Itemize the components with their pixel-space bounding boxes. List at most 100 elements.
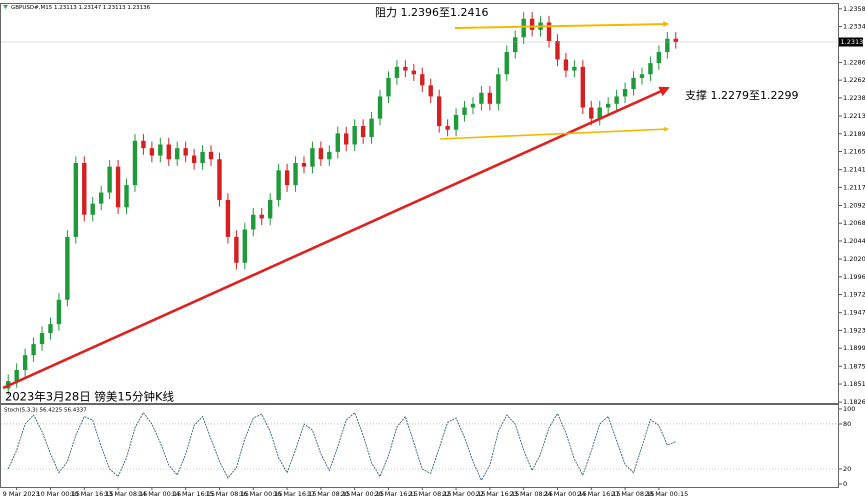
y-tick-label: 1.21170 [843,183,865,191]
y-tick-label: 0 [843,480,847,488]
candle-body [572,66,577,71]
y-tick-label: 1.23585 [843,5,865,13]
candle-body [73,162,79,237]
y-tick-label: 1.21895 [843,130,865,138]
candle-body [39,333,45,345]
candle-body [436,96,442,126]
candle-body [665,38,670,53]
symbol-icon [3,5,8,9]
y-tick-label: 1.20200 [843,255,865,263]
candle-body [656,52,662,64]
candle-body [48,324,53,334]
x-tick-label: 13 Mar 08:15 [104,490,147,498]
candle-body [242,229,248,263]
y-tick-label: 1.22860 [843,58,865,66]
stoch-header: Stoch(5,3,3) 56.4225 56.4337 [4,408,87,414]
chart-header: GBPUSD#,M15 1.23113 1.23147 1.23113 1.23… [11,5,151,11]
candle-body [344,133,349,145]
y-tick-label: 100 [843,405,855,413]
y-tick-label: 80 [843,420,851,428]
candle-body [191,155,197,163]
candle-body [546,22,552,41]
candle-body [234,236,239,263]
x-tick-label: 21 Mar 08:15 [408,490,451,498]
candle-body [327,151,332,160]
y-tick-label: 1.19235 [843,326,865,334]
candle-body [175,148,180,160]
y-tick-label: 1.21410 [843,166,865,174]
candle-body [580,66,586,108]
candle-body [56,299,62,325]
candle-body [166,144,171,160]
candle-body [377,96,383,119]
candle-body [563,59,569,71]
candle-body [521,18,526,38]
candle-body [360,125,366,138]
x-tick-label: 14 Mar 00:15 [138,490,181,498]
candle-body [200,151,205,163]
stoch-panel [0,404,839,488]
y-tick-label: 1.19475 [843,309,865,317]
candle-body [276,170,281,200]
y-tick-label: 1.18510 [843,380,865,388]
y-tick-label: 1.22620 [843,76,865,84]
x-tick-label: 16 Mar 00:15 [239,490,282,498]
candle-body [335,133,340,152]
x-tick-label: 10 Mar 16:15 [70,490,113,498]
y-tick-label: 20 [843,465,851,473]
candle-body [82,162,87,215]
x-tick-label: 24 Mar 16:15 [577,490,620,498]
candle-body [14,369,19,382]
candle-body [589,107,594,119]
candle-body [597,107,602,119]
candle-body [22,355,28,370]
support-trendline [2,86,670,390]
candle-body [614,96,619,104]
candle-body [605,103,611,108]
x-tick-label: 27 Mar 08:15 [611,490,654,498]
x-tick-label: 15 Mar 08:15 [205,490,248,498]
y-tick-label: 1.18265 [843,398,865,406]
y-tick-label: 1.18995 [843,344,865,352]
x-tick-label: 10 Mar 00:15 [36,490,79,498]
y-tick-label: 1.21655 [843,148,865,156]
y-tick-label: 1.19720 [843,291,865,299]
main-panel [0,3,839,404]
candle-body [631,77,636,90]
resistance-line [454,21,670,29]
candle-body [428,85,433,97]
candle-body [513,37,518,53]
candle-body [65,236,70,300]
price-tag: 1.23136 [841,38,865,46]
x-tick-label: 17 Mar 08:15 [307,490,350,498]
candle-body [90,203,95,215]
candle-body [487,92,493,104]
x-tick-label: 20 Mar 16:15 [374,490,417,498]
candle-body [622,89,628,97]
x-tick-label: 9 Mar 2023 [3,490,40,498]
stoch-line [7,411,676,482]
y-tick-label: 1.23345 [843,23,865,31]
support-note: 支撑 1.2279至1.2299 [685,88,798,102]
x-tick-label: 22 Mar 00:15 [442,490,485,498]
candle-body [124,185,129,208]
y-tick-label: 1.19960 [843,273,865,281]
candle-body [183,148,188,156]
candle-body [310,148,315,167]
candle-body [208,151,214,160]
candle-body [98,192,104,204]
resistance-note: 阻力 1.2396至1.2416 [375,6,488,19]
x-tick-label: 22 Mar 16:15 [476,490,519,498]
candle-body [352,125,357,145]
y-tick-label: 1.20925 [843,201,865,209]
candle-body [141,140,146,149]
candle-body [504,52,509,75]
candle-body [158,144,163,156]
y-tick-label: 1.20445 [843,237,865,245]
x-tick-label: 28 Mar 00:15 [645,490,688,498]
candle-body [259,214,264,219]
channel-line [439,126,669,140]
candle-body [403,66,408,71]
